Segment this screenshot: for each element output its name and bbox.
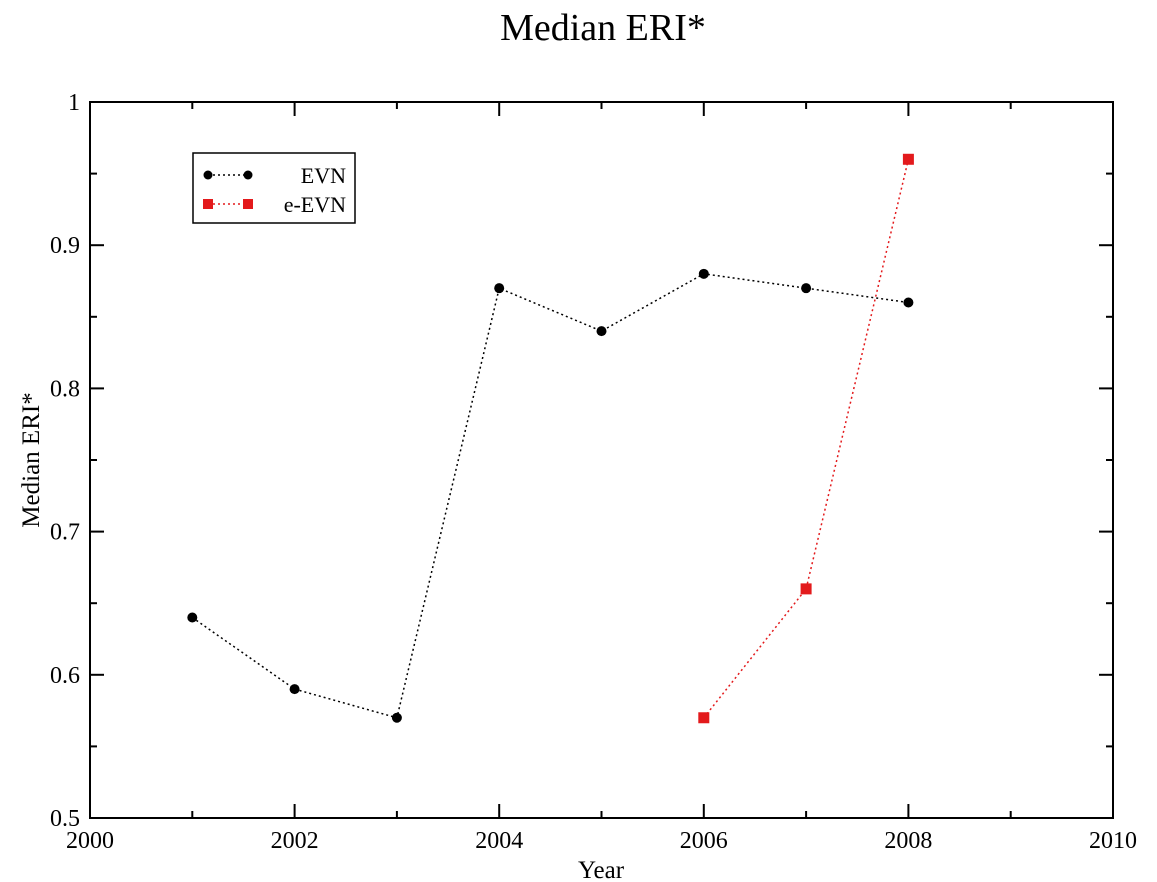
data-point	[800, 583, 812, 595]
data-point	[596, 326, 607, 337]
y-tick-label: 1	[68, 90, 80, 116]
legend-label: EVN	[301, 163, 346, 188]
y-tick-labels: 0.5 0.6 0.7 0.8 0.9 1	[50, 90, 80, 832]
y-tick-label: 0.7	[50, 520, 80, 546]
x-tick-labels: 2000 2002 2004 2006 2008 2010	[66, 828, 1137, 854]
plot-frame	[89, 101, 1114, 819]
x-axis-label: Year	[578, 857, 625, 882]
series	[187, 153, 914, 724]
data-point	[187, 612, 198, 623]
x-tick-label: 2000	[66, 828, 114, 854]
series-line	[703, 159, 910, 719]
legend-label: e-EVN	[284, 192, 346, 217]
data-point	[698, 712, 710, 724]
data-point	[801, 283, 812, 294]
legend-marker	[203, 170, 213, 180]
data-point	[494, 283, 505, 294]
x-tick-label: 2006	[680, 828, 728, 854]
legend-marker	[243, 199, 253, 209]
series-line	[191, 273, 909, 719]
data-point	[903, 297, 914, 308]
legend-entry-e-evn: e-EVN	[203, 192, 346, 217]
series-e-evn	[698, 153, 914, 724]
y-axis-label: Median ERI*	[18, 392, 45, 527]
y-tick-label: 0.8	[50, 376, 80, 402]
legend-marker	[203, 199, 213, 209]
x-tick-label: 2004	[475, 828, 523, 854]
x-tick-label: 2008	[884, 828, 932, 854]
legend-entry-evn: EVN	[203, 163, 346, 188]
data-point	[391, 712, 402, 723]
x-tick-label: 2010	[1089, 828, 1137, 854]
legend-box	[192, 152, 356, 224]
y-tick-label: 0.9	[50, 233, 80, 259]
series-evn	[187, 268, 914, 723]
chart-title: Median ERI*	[500, 7, 706, 49]
data-point	[698, 268, 709, 279]
data-point	[902, 153, 914, 165]
y-tick-label: 0.5	[50, 806, 80, 832]
legend: EVN e-EVN	[192, 152, 356, 224]
legend-marker	[243, 170, 253, 180]
y-tick-label: 0.6	[50, 663, 80, 689]
x-tick-label: 2002	[271, 828, 319, 854]
data-point	[289, 684, 300, 695]
